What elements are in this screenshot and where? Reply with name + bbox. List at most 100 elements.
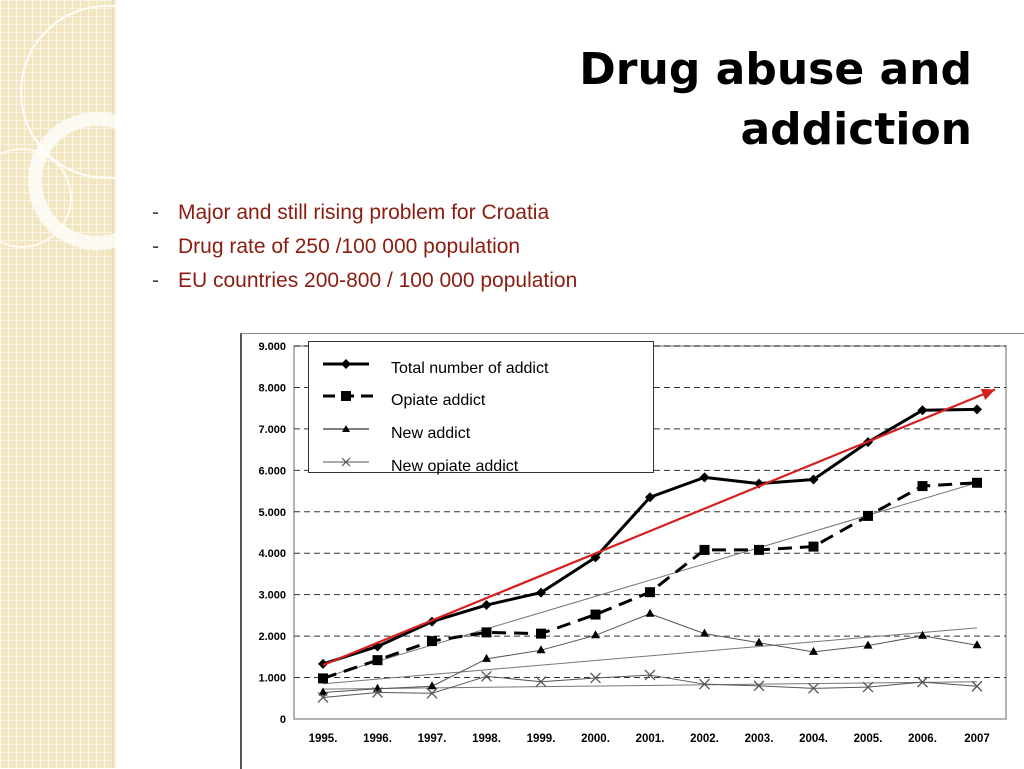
- data-point-square: [863, 510, 873, 521]
- bullet-item: - Major and still rising problem for Croa…: [152, 196, 577, 230]
- legend-label: New opiate addict: [391, 458, 519, 475]
- data-point-triangle: [863, 640, 873, 649]
- bullet-list: - Major and still rising problem for Croa…: [152, 196, 577, 298]
- data-point-x: [481, 670, 492, 682]
- x-tick-label: 2007: [964, 733, 990, 745]
- y-tick-label: 9.000: [258, 341, 286, 353]
- data-point-triangle: [809, 646, 818, 655]
- data-point-square: [318, 673, 328, 684]
- data-point-square: [481, 627, 492, 638]
- data-point-x: [971, 680, 983, 692]
- bullet-dash: -: [152, 269, 159, 292]
- legend-label: Total number of addict: [391, 360, 549, 377]
- data-point-x: [372, 687, 383, 698]
- data-point-x: [590, 672, 601, 684]
- legend-sample-diamond: [323, 359, 369, 369]
- x-tick-label: 1995.: [309, 733, 338, 745]
- bullet-item: - EU countries 200-800 / 100 000 populati…: [152, 264, 577, 298]
- data-point-triangle: [318, 687, 328, 696]
- data-point-triangle: [754, 637, 764, 646]
- legend-item: Total number of addict: [309, 354, 653, 386]
- data-point-x: [644, 669, 656, 681]
- data-point-diamond: [536, 587, 546, 598]
- data-point-square: [372, 655, 383, 666]
- trendline: [322, 681, 978, 690]
- chart-legend: Total number of addict Opiate addict New…: [308, 341, 654, 475]
- data-point-x: [808, 682, 819, 694]
- x-tick-label: 2000.: [581, 733, 610, 745]
- data-point-x: [426, 687, 438, 699]
- y-tick-label: 3.000: [258, 590, 286, 602]
- x-tick-label: 2001.: [636, 733, 665, 745]
- x-tick-label: 1998.: [472, 733, 501, 745]
- data-point-diamond: [318, 658, 328, 669]
- data-point-triangle: [591, 630, 600, 639]
- bullet-dash: -: [152, 235, 159, 258]
- data-point-x: [317, 691, 329, 703]
- y-tick-label: 1.000: [258, 673, 286, 685]
- bullet-text: EU countries 200-800 / 100 000 populatio…: [178, 269, 578, 292]
- y-tick-label: 7.000: [258, 424, 286, 436]
- data-point-square: [808, 541, 819, 552]
- data-point-triangle: [536, 645, 546, 654]
- bullet-text: Drug rate of 250 /100 000 population: [178, 235, 521, 258]
- data-point-square: [754, 544, 764, 555]
- x-tick-label: 2002.: [690, 733, 719, 745]
- data-point-triangle: [645, 608, 655, 617]
- data-point-triangle: [972, 640, 982, 649]
- x-tick-label: 2006.: [908, 733, 937, 745]
- legend-item: New opiate addict: [309, 452, 653, 484]
- data-point-square: [590, 609, 601, 620]
- y-tick-label: 5.000: [258, 507, 286, 519]
- legend-label: Opiate addict: [391, 392, 486, 409]
- data-point-square: [972, 477, 982, 488]
- data-point-x: [753, 680, 765, 692]
- x-tick-label: 2005.: [854, 733, 883, 745]
- y-tick-label: 0: [280, 714, 286, 726]
- x-tick-label: 2004.: [799, 733, 828, 745]
- legend-item: New addict: [309, 419, 653, 451]
- y-tick-label: 2.000: [258, 631, 286, 643]
- bullet-dash: -: [152, 201, 159, 224]
- data-point-diamond: [645, 492, 655, 503]
- data-point-square: [536, 628, 546, 639]
- data-point-square: [427, 636, 437, 647]
- legend-sample-x: [323, 457, 369, 467]
- legend-label: New addict: [391, 425, 471, 442]
- side-band-edge: [112, 0, 116, 768]
- title-line-1: Drug abuse and: [579, 44, 972, 95]
- data-point-square: [917, 481, 928, 492]
- data-point-square: [645, 587, 655, 598]
- data-point-x: [917, 676, 928, 688]
- trend-arrow-head: [980, 388, 995, 401]
- bullet-text: Major and still rising problem for Croat…: [178, 201, 550, 224]
- legend-sample-triangle: [323, 425, 369, 432]
- data-point-triangle: [482, 653, 491, 662]
- data-point-diamond: [481, 600, 492, 611]
- addiction-line-chart: 0 1.000 2.000 3.000 4.000 5.000 6.000 7.000 8.00…: [240, 333, 1024, 769]
- x-tick-label: 1999.: [527, 733, 556, 745]
- data-point-x: [862, 681, 874, 693]
- data-point-x: [535, 676, 547, 688]
- legend-sample-square: [323, 391, 373, 401]
- bullet-item: - Drug rate of 250 /100 000 population: [152, 230, 577, 264]
- data-point-triangle: [918, 630, 927, 639]
- trend-arrow-line: [322, 388, 996, 667]
- data-point-square: [699, 544, 710, 555]
- data-point-diamond: [808, 474, 819, 485]
- legend-item: Opiate addict: [309, 386, 653, 418]
- slide-title: Drug abuse and addiction: [372, 40, 972, 160]
- y-tick-label: 4.000: [258, 548, 286, 560]
- x-tick-label: 2003.: [745, 733, 774, 745]
- y-tick-label: 6.000: [258, 465, 286, 477]
- data-point-x: [699, 678, 710, 690]
- y-tick-label: 8.000: [258, 382, 286, 394]
- data-point-diamond: [699, 472, 710, 483]
- data-point-diamond: [972, 404, 982, 415]
- x-tick-label: 1997.: [418, 733, 447, 745]
- data-point-diamond: [917, 405, 928, 416]
- title-line-2: addiction: [740, 104, 972, 155]
- x-tick-label: 1996.: [363, 733, 392, 745]
- data-point-triangle: [373, 683, 382, 692]
- data-point-triangle: [700, 628, 709, 637]
